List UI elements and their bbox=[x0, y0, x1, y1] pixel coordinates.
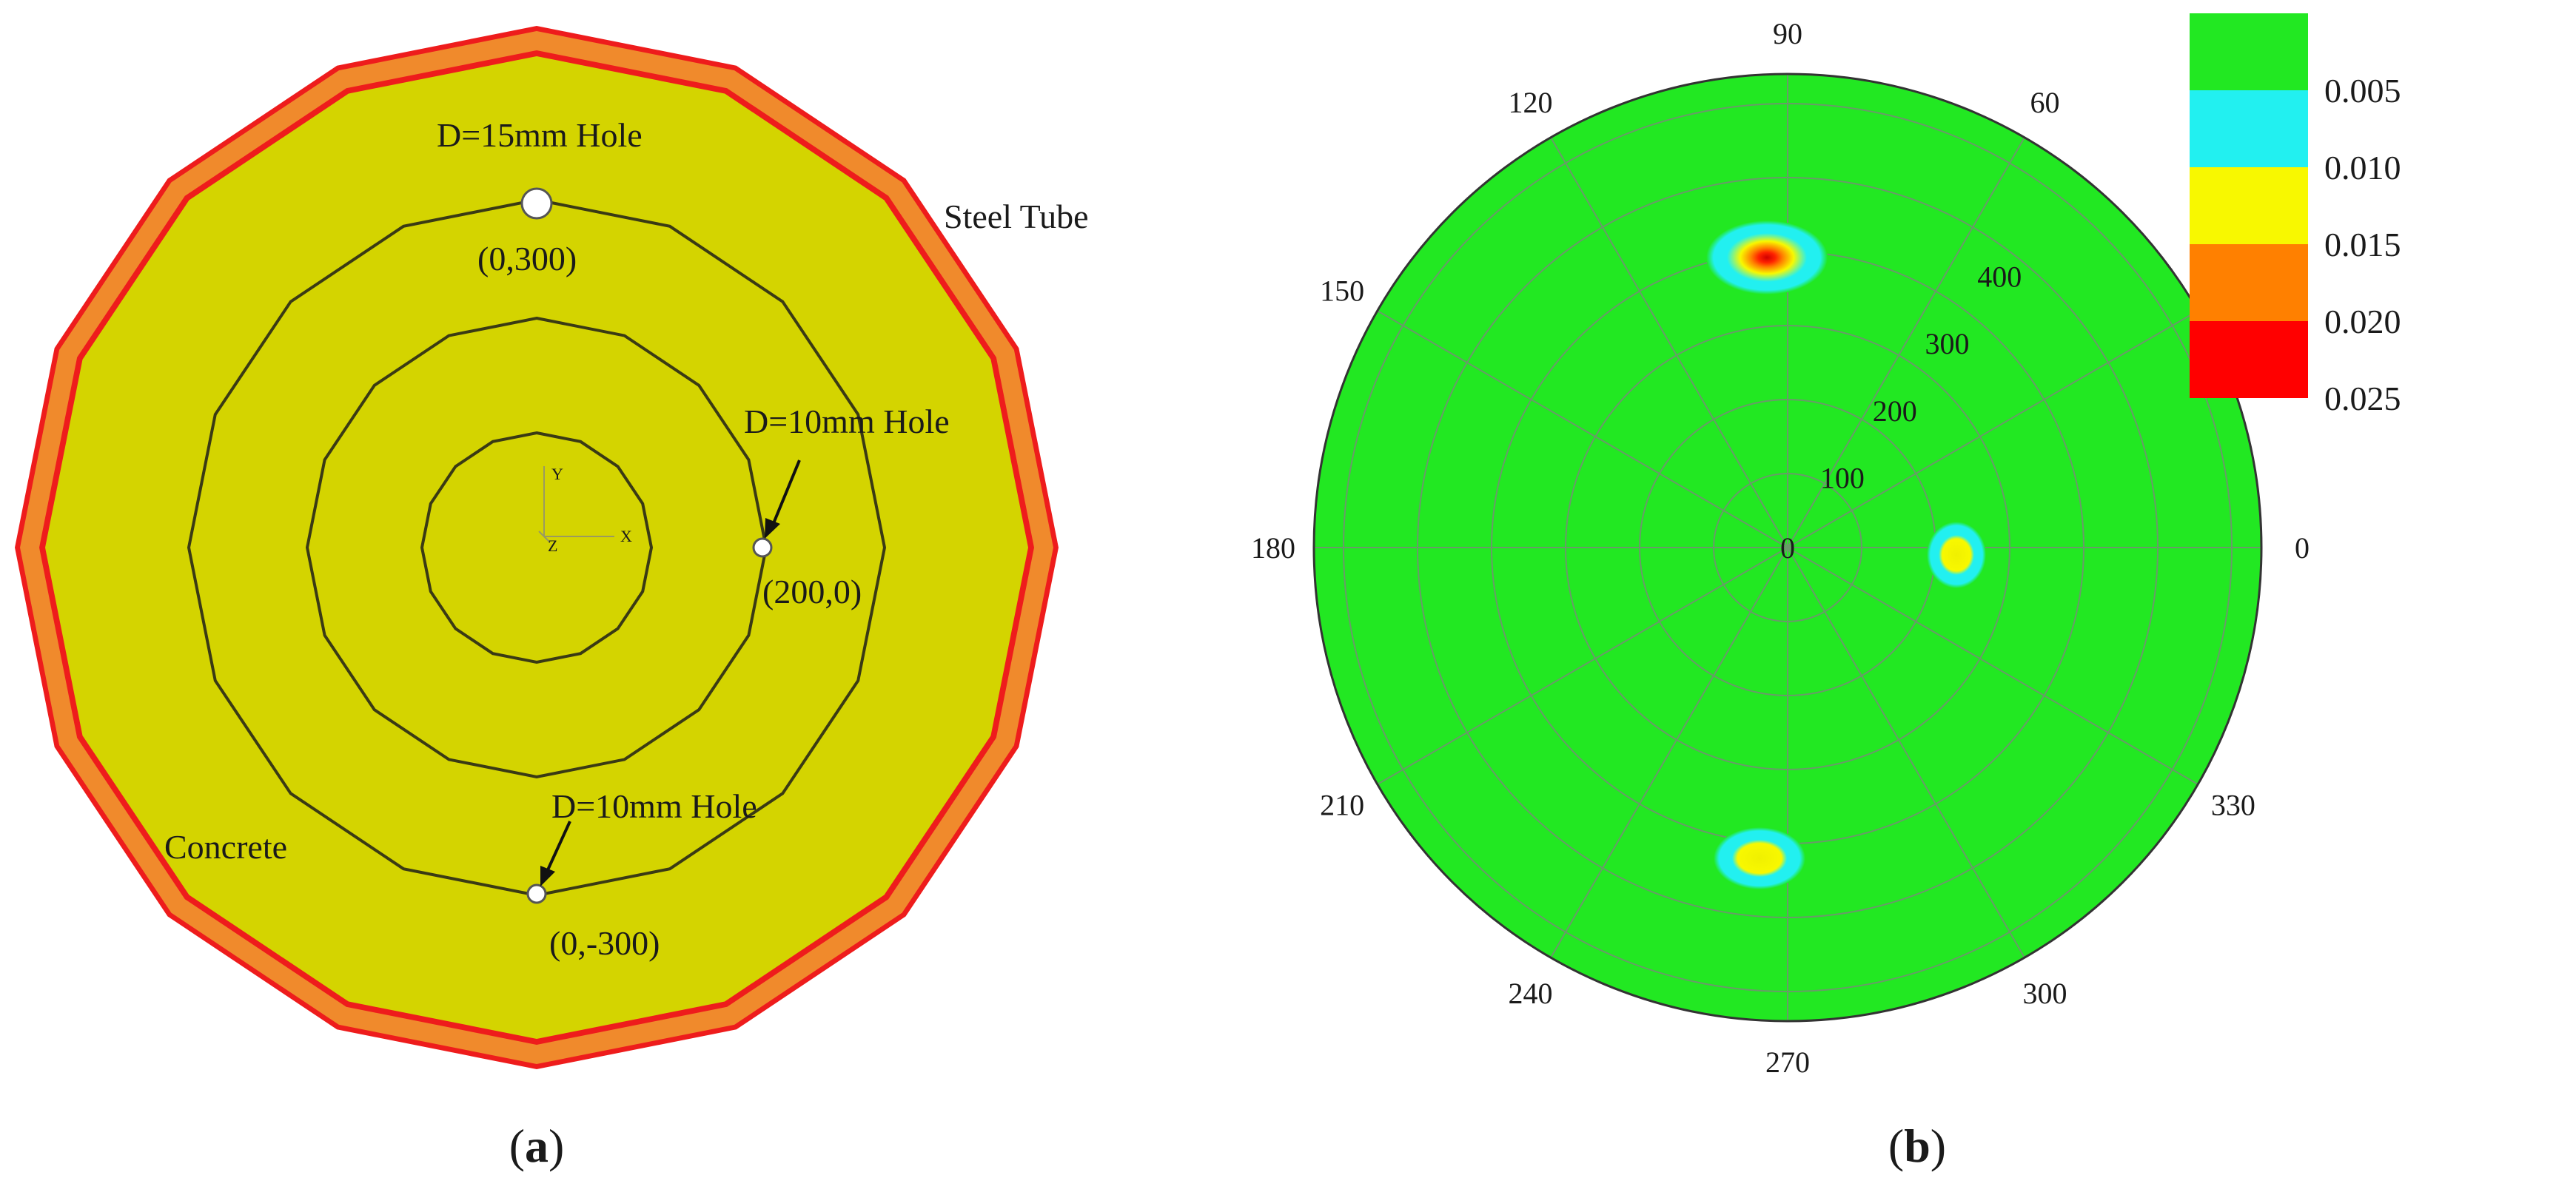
label-coord-bottom: (0,-300) bbox=[549, 924, 660, 962]
radial-label-400: 400 bbox=[1977, 260, 2022, 294]
legend-label-0.010: 0.010 bbox=[2324, 149, 2401, 186]
angle-label-150: 150 bbox=[1320, 275, 1364, 308]
angle-label-270: 270 bbox=[1765, 1046, 1810, 1079]
grid-spoke bbox=[1377, 547, 1788, 785]
radial-label-100: 100 bbox=[1820, 461, 1865, 494]
hotspot-90deg bbox=[1706, 221, 1828, 294]
legend-swatch-0.005 bbox=[2190, 13, 2308, 90]
label-coord-right: (200,0) bbox=[762, 573, 862, 610]
axis-x-label: X bbox=[620, 527, 632, 545]
legend-label-0.015: 0.015 bbox=[2324, 226, 2401, 263]
grid-spoke bbox=[1787, 547, 2025, 958]
angle-label-180: 180 bbox=[1251, 531, 1295, 565]
caption-b: (b) bbox=[1888, 1120, 1946, 1172]
label-hole-right: D=10mm Hole bbox=[744, 403, 950, 440]
grid-spoke bbox=[1787, 547, 2198, 785]
legend-swatch-0.025 bbox=[2190, 321, 2308, 398]
polar-outer-border bbox=[1312, 73, 2263, 1023]
grid-spoke bbox=[1550, 547, 1788, 958]
caption-a: (a) bbox=[509, 1120, 565, 1172]
grid-spoke bbox=[1787, 310, 2198, 548]
hotspot-0deg bbox=[1927, 522, 1986, 588]
angle-label-330: 330 bbox=[2211, 789, 2255, 822]
label-steel-tube: Steel Tube bbox=[944, 198, 1089, 235]
legend-swatch-0.010 bbox=[2190, 90, 2308, 167]
hole-right bbox=[752, 537, 773, 558]
legend-label-0.025: 0.025 bbox=[2324, 380, 2401, 417]
legend-label-0.020: 0.020 bbox=[2324, 303, 2401, 340]
color-legend: 0.005 0.010 0.015 0.020 0.025 bbox=[2190, 13, 2401, 417]
panel-a-cross-section: Y X Z D=15mm Hole (0,300) Steel Tube D=1… bbox=[15, 26, 1089, 1172]
legend-label-0.005: 0.005 bbox=[2324, 72, 2401, 110]
label-coord-top: (0,300) bbox=[477, 240, 577, 277]
panel-b-polar-plot: 0306090120150180210240270300330 01002003… bbox=[1251, 13, 2401, 1172]
measurement-ring-inner bbox=[420, 431, 654, 664]
measurement-ring-middle bbox=[305, 316, 768, 779]
angle-label-300: 300 bbox=[2023, 977, 2067, 1010]
arrow-right-hole bbox=[765, 460, 801, 539]
angle-label-120: 120 bbox=[1509, 86, 1553, 119]
radial-label-0: 0 bbox=[1780, 531, 1795, 565]
grid-spoke bbox=[1377, 310, 1788, 548]
polar-grid bbox=[1314, 74, 2261, 1021]
label-hole-bottom: D=10mm Hole bbox=[551, 787, 757, 825]
grid-spoke bbox=[1787, 137, 2025, 548]
label-concrete: Concrete bbox=[164, 828, 287, 866]
coordinate-axis-icon bbox=[538, 466, 614, 542]
hole-top bbox=[520, 187, 553, 220]
angle-label-210: 210 bbox=[1320, 789, 1364, 822]
grid-spoke bbox=[1550, 137, 1788, 548]
label-hole-top: D=15mm Hole bbox=[437, 116, 643, 154]
angle-label-60: 60 bbox=[2030, 86, 2060, 119]
radial-label-300: 300 bbox=[1925, 327, 1970, 360]
arrow-bottom-hole bbox=[540, 821, 571, 886]
hole-bottom bbox=[526, 883, 547, 904]
axis-z-label: Z bbox=[548, 536, 557, 555]
angle-label-240: 240 bbox=[1509, 977, 1553, 1010]
hotspot-270deg bbox=[1714, 827, 1805, 889]
radial-label-200: 200 bbox=[1873, 394, 1917, 428]
axis-y-label: Y bbox=[551, 465, 563, 483]
legend-swatch-0.015 bbox=[2190, 167, 2308, 244]
angle-label-90: 90 bbox=[1773, 17, 1802, 50]
angle-label-0: 0 bbox=[2295, 531, 2310, 565]
legend-swatch-0.020 bbox=[2190, 244, 2308, 321]
